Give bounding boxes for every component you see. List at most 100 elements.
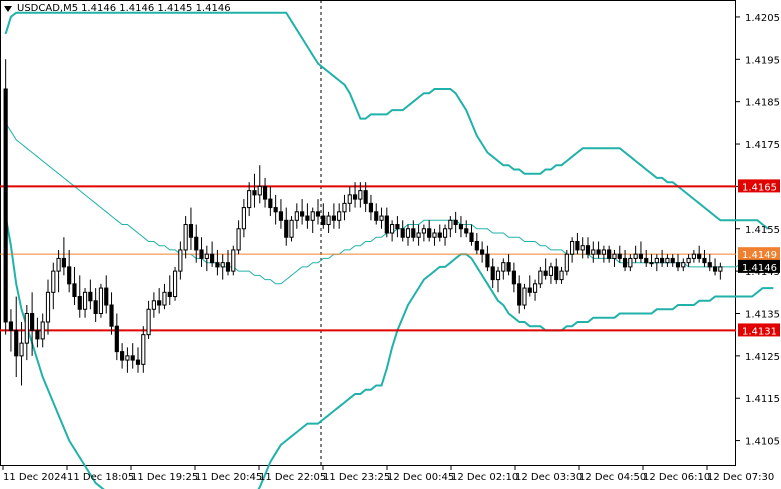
x-tick-label: 11 Dec 20:45 xyxy=(195,472,262,483)
candle-body xyxy=(665,257,670,264)
candle-body xyxy=(268,198,273,209)
candle-body xyxy=(120,351,125,361)
candle-body xyxy=(442,228,448,238)
candle-body xyxy=(501,262,506,272)
candle-body xyxy=(310,211,315,221)
candle-body xyxy=(580,245,585,251)
candle-body xyxy=(247,190,252,209)
candle-body xyxy=(199,249,204,259)
candle-body xyxy=(495,270,501,281)
candle-body xyxy=(30,312,35,331)
candle-body xyxy=(474,240,479,251)
candle-body xyxy=(670,257,675,264)
ohlc-readout: 1.4146 1.4146 1.4145 1.4146 xyxy=(81,3,231,14)
candle-body xyxy=(421,228,426,234)
candle-body xyxy=(416,232,421,238)
y-tick-label: 1.4175 xyxy=(745,140,780,151)
candle-body xyxy=(56,257,61,272)
candle-body xyxy=(278,211,284,221)
candle-body xyxy=(104,287,109,306)
y-tick-label: 1.4115 xyxy=(745,394,780,405)
candle-body xyxy=(506,262,511,272)
x-tick-label: 11 Dec 18:05 xyxy=(67,472,134,483)
candle-body xyxy=(146,308,151,336)
candle-body xyxy=(622,257,628,268)
candle-body xyxy=(660,257,665,264)
candle-body xyxy=(612,253,617,259)
candle-body xyxy=(262,185,268,200)
x-tick-label: 11 Dec 23:25 xyxy=(323,472,390,483)
candle-body xyxy=(374,211,379,221)
dropdown-triangle-icon[interactable] xyxy=(4,5,12,12)
candle-body xyxy=(257,185,262,196)
candle-body xyxy=(691,253,696,259)
candle-body xyxy=(654,257,659,264)
candle-body xyxy=(172,270,178,298)
candle-body xyxy=(3,88,8,323)
x-tick-label: 12 Dec 02:10 xyxy=(451,472,518,483)
candle-body xyxy=(405,228,411,238)
candle-body xyxy=(522,287,527,306)
candle-body xyxy=(686,257,691,264)
candle-body xyxy=(638,253,644,259)
candle-body xyxy=(469,232,474,242)
candle-body xyxy=(411,228,416,238)
candle-body xyxy=(24,312,29,344)
level-label-1.4131: 1.4131 xyxy=(742,326,777,337)
current-price-label: 1.4146 xyxy=(742,263,777,274)
candle-body xyxy=(300,211,305,217)
candle-body xyxy=(681,262,686,268)
candle-body xyxy=(538,270,543,285)
candle-body xyxy=(628,257,633,268)
chart-header: USDCAD,M5 1.4146 1.4146 1.4145 1.4146 xyxy=(4,3,231,14)
candle-body xyxy=(284,219,289,238)
candle-body xyxy=(543,270,548,276)
y-tick-label: 1.4155 xyxy=(745,225,780,236)
candle-body xyxy=(141,334,146,365)
candle-body xyxy=(178,249,183,272)
candle-body xyxy=(564,253,569,272)
candle-body xyxy=(480,249,485,255)
candle-body xyxy=(162,291,167,306)
y-tick-label: 1.4185 xyxy=(745,98,780,109)
band-upper-line xyxy=(4,11,769,230)
candle-body xyxy=(527,287,532,293)
candle-body xyxy=(342,202,347,213)
candle-body xyxy=(559,270,564,281)
candle-body xyxy=(570,240,575,255)
candle-body xyxy=(585,245,591,255)
candle-body xyxy=(363,190,368,204)
candle-body xyxy=(67,266,72,285)
x-tick-label: 12 Dec 03:30 xyxy=(515,472,582,483)
candle-body xyxy=(135,359,141,365)
candle-body xyxy=(395,224,400,230)
candle-body xyxy=(697,253,702,259)
candle-body xyxy=(35,329,40,340)
y-tick-label: 1.4195 xyxy=(745,55,780,66)
candle-body xyxy=(607,249,612,259)
candle-body xyxy=(114,325,119,353)
candle-body xyxy=(464,228,469,234)
candle-body xyxy=(236,228,241,251)
candle-body xyxy=(458,224,464,230)
candle-body xyxy=(617,253,622,259)
candle-body xyxy=(294,211,299,221)
candle-body xyxy=(19,342,24,357)
candle-body xyxy=(437,232,442,238)
candle-body xyxy=(490,266,495,281)
x-tick-label: 12 Dec 07:30 xyxy=(707,472,774,483)
candle-body xyxy=(337,211,342,221)
candle-body xyxy=(188,224,194,238)
candle-body xyxy=(151,300,156,310)
y-tick-label: 1.4125 xyxy=(745,352,780,363)
x-tick-label: 11 Dec 2024 xyxy=(3,472,67,483)
candle-body xyxy=(8,321,14,331)
candle-body xyxy=(379,215,384,221)
candle-body xyxy=(427,228,432,238)
candle-body xyxy=(485,253,490,268)
candle-body xyxy=(596,249,601,255)
candle-body xyxy=(712,266,718,272)
candle-body xyxy=(575,240,580,251)
candle-body xyxy=(331,215,336,221)
